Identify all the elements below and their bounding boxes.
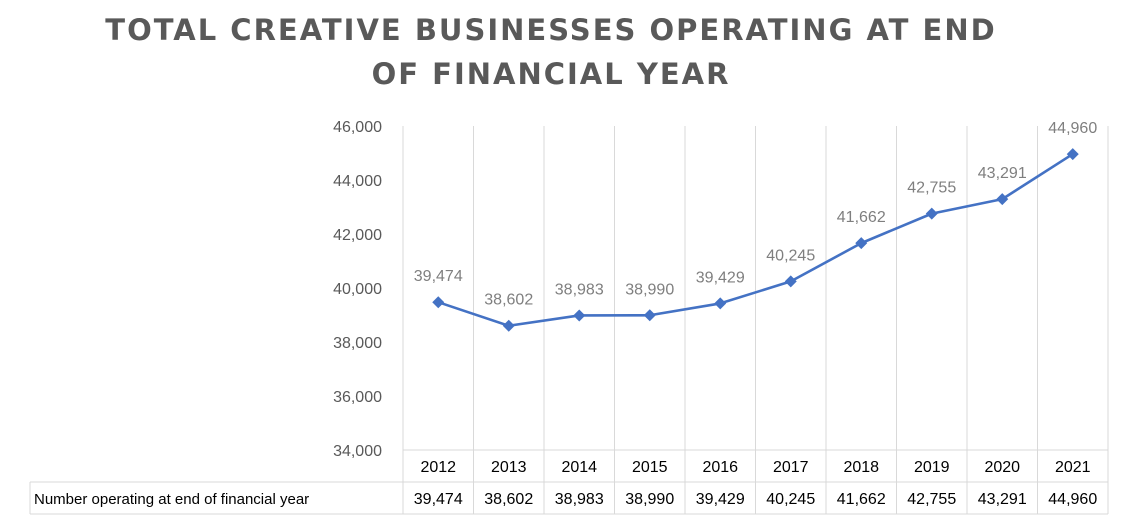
x-tick-label: 2019: [914, 459, 950, 476]
data-label: 38,983: [555, 281, 604, 298]
data-point-marker: [643, 309, 656, 322]
x-tick-label: 2012: [420, 459, 456, 476]
table-cell-value: 39,429: [696, 491, 745, 508]
table-cell-value: 42,755: [907, 491, 956, 508]
x-tick-label: 2020: [984, 459, 1020, 476]
x-tick-label: 2021: [1055, 459, 1091, 476]
chart-title-line-2: OF FINANCIAL YEAR: [371, 57, 731, 91]
y-tick-label: 36,000: [333, 389, 382, 406]
data-point-marker: [1066, 148, 1079, 161]
x-tick-label: 2016: [702, 459, 738, 476]
y-tick-label: 44,000: [333, 173, 382, 190]
table-cell-value: 39,474: [414, 491, 463, 508]
data-label: 39,474: [414, 268, 463, 285]
data-label: 42,755: [907, 180, 956, 197]
y-tick-label: 38,000: [333, 335, 382, 352]
data-label: 39,429: [696, 269, 745, 286]
data-point-marker: [714, 297, 727, 310]
table-cell-value: 44,960: [1048, 491, 1097, 508]
table-cell-value: 38,983: [555, 491, 604, 508]
x-tick-label: 2015: [632, 459, 668, 476]
table-cell-value: 38,990: [625, 491, 674, 508]
data-label: 44,960: [1048, 120, 1097, 137]
table-cell-value: 38,602: [484, 491, 533, 508]
data-point-marker: [925, 207, 938, 220]
y-tick-label: 40,000: [333, 281, 382, 298]
y-tick-label: 42,000: [333, 227, 382, 244]
data-point-marker: [855, 237, 868, 250]
series-row-label: Number operating at end of financial yea…: [34, 491, 309, 508]
y-tick-label: 34,000: [333, 443, 382, 460]
data-point-marker: [502, 319, 515, 332]
y-tick-label: 46,000: [333, 119, 382, 136]
x-tick-label: 2017: [773, 459, 809, 476]
data-label: 43,291: [978, 165, 1027, 182]
chart-title-line-1: TOTAL CREATIVE BUSINESSES OPERATING AT E…: [105, 13, 997, 47]
data-label: 38,990: [625, 281, 674, 298]
x-tick-label: 2018: [843, 459, 879, 476]
x-tick-label: 2014: [561, 459, 597, 476]
table-cell-value: 43,291: [978, 491, 1027, 508]
data-label: 41,662: [837, 209, 886, 226]
data-point-marker: [784, 275, 797, 288]
x-tick-label: 2013: [491, 459, 527, 476]
data-point-marker: [432, 296, 445, 309]
data-point-marker: [996, 193, 1009, 206]
data-label: 38,602: [484, 292, 533, 309]
data-label: 40,245: [766, 247, 815, 264]
series-line: [437, 152, 1074, 328]
data-point-marker: [573, 309, 586, 322]
table-cell-value: 40,245: [766, 491, 815, 508]
table-cell-value: 41,662: [837, 491, 886, 508]
